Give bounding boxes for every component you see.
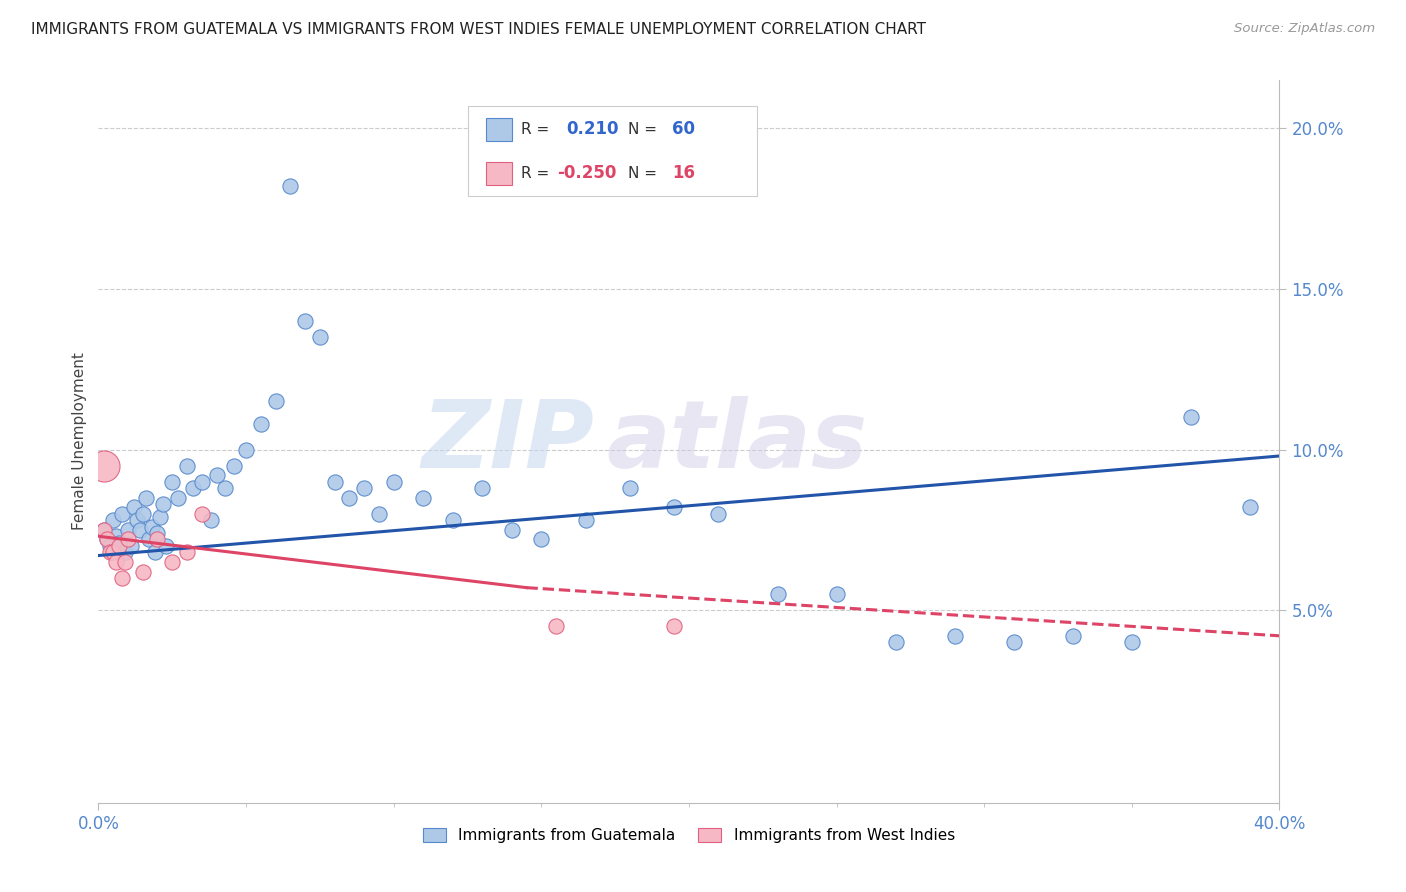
Point — [214, 481, 236, 495]
Text: 16: 16 — [672, 164, 696, 183]
Point — [149, 510, 172, 524]
Text: 0.210: 0.210 — [567, 120, 619, 138]
Point — [191, 507, 214, 521]
Point — [167, 491, 190, 505]
Point — [128, 523, 150, 537]
Y-axis label: Female Unemployment: Female Unemployment — [72, 352, 87, 531]
Point — [1062, 629, 1084, 643]
Text: 60: 60 — [672, 120, 696, 138]
Point — [382, 475, 405, 489]
Point — [191, 475, 214, 489]
Point — [176, 458, 198, 473]
Point — [162, 475, 183, 489]
Point — [368, 507, 391, 521]
Point — [664, 619, 686, 633]
Point — [96, 533, 118, 547]
Point — [471, 481, 494, 495]
Point — [146, 526, 169, 541]
Point — [114, 555, 136, 569]
Point — [250, 417, 273, 431]
Point — [103, 545, 125, 559]
Point — [108, 539, 131, 553]
Text: -0.250: -0.250 — [557, 164, 616, 183]
Point — [117, 523, 139, 537]
Point — [412, 491, 434, 505]
Point — [98, 545, 121, 559]
Point — [162, 555, 183, 569]
Point — [235, 442, 257, 457]
Point — [205, 468, 228, 483]
Point — [93, 458, 115, 473]
Point — [117, 533, 139, 547]
Text: N =: N = — [627, 122, 661, 136]
Point — [309, 330, 332, 344]
Point — [111, 507, 134, 521]
Point — [103, 513, 125, 527]
Point — [1121, 635, 1143, 649]
Point — [664, 500, 686, 515]
Point — [93, 523, 115, 537]
Text: R =: R = — [522, 122, 554, 136]
Point — [323, 475, 346, 489]
Point — [111, 571, 134, 585]
Point — [138, 533, 160, 547]
Point — [105, 555, 128, 569]
Point — [146, 533, 169, 547]
Point — [125, 513, 148, 527]
Point — [707, 507, 730, 521]
Point — [1239, 500, 1261, 515]
Point — [766, 587, 789, 601]
Bar — [486, 118, 512, 141]
Point — [441, 513, 464, 527]
Text: ZIP: ZIP — [422, 395, 595, 488]
Point — [264, 394, 287, 409]
Point — [105, 529, 128, 543]
Point — [943, 629, 966, 643]
Point — [353, 481, 375, 495]
Point — [96, 533, 118, 547]
Point — [1180, 410, 1202, 425]
Bar — [486, 162, 512, 185]
Point — [200, 513, 222, 527]
Point — [141, 519, 163, 533]
Legend: Immigrants from Guatemala, Immigrants from West Indies: Immigrants from Guatemala, Immigrants fr… — [418, 822, 960, 849]
Point — [501, 523, 523, 537]
Point — [98, 539, 121, 553]
Point — [135, 491, 157, 505]
Point — [825, 587, 848, 601]
Text: N =: N = — [627, 166, 661, 181]
Text: atlas: atlas — [606, 395, 868, 488]
Point — [181, 481, 204, 495]
Point — [224, 458, 246, 473]
Point — [120, 539, 142, 553]
Point — [546, 619, 568, 633]
Point — [294, 314, 316, 328]
Point — [152, 497, 174, 511]
Text: R =: R = — [522, 166, 554, 181]
Point — [143, 545, 166, 559]
Point — [132, 507, 155, 521]
Point — [108, 535, 131, 549]
Point — [176, 545, 198, 559]
Point — [619, 481, 641, 495]
Text: IMMIGRANTS FROM GUATEMALA VS IMMIGRANTS FROM WEST INDIES FEMALE UNEMPLOYMENT COR: IMMIGRANTS FROM GUATEMALA VS IMMIGRANTS … — [31, 22, 927, 37]
Point — [575, 513, 598, 527]
Point — [93, 523, 115, 537]
Point — [114, 545, 136, 559]
Point — [530, 533, 553, 547]
Point — [1002, 635, 1025, 649]
Point — [155, 539, 177, 553]
Point — [280, 179, 302, 194]
Point — [132, 565, 155, 579]
FancyBboxPatch shape — [468, 105, 758, 196]
Point — [339, 491, 361, 505]
Point — [884, 635, 907, 649]
Text: Source: ZipAtlas.com: Source: ZipAtlas.com — [1234, 22, 1375, 36]
Point — [122, 500, 145, 515]
